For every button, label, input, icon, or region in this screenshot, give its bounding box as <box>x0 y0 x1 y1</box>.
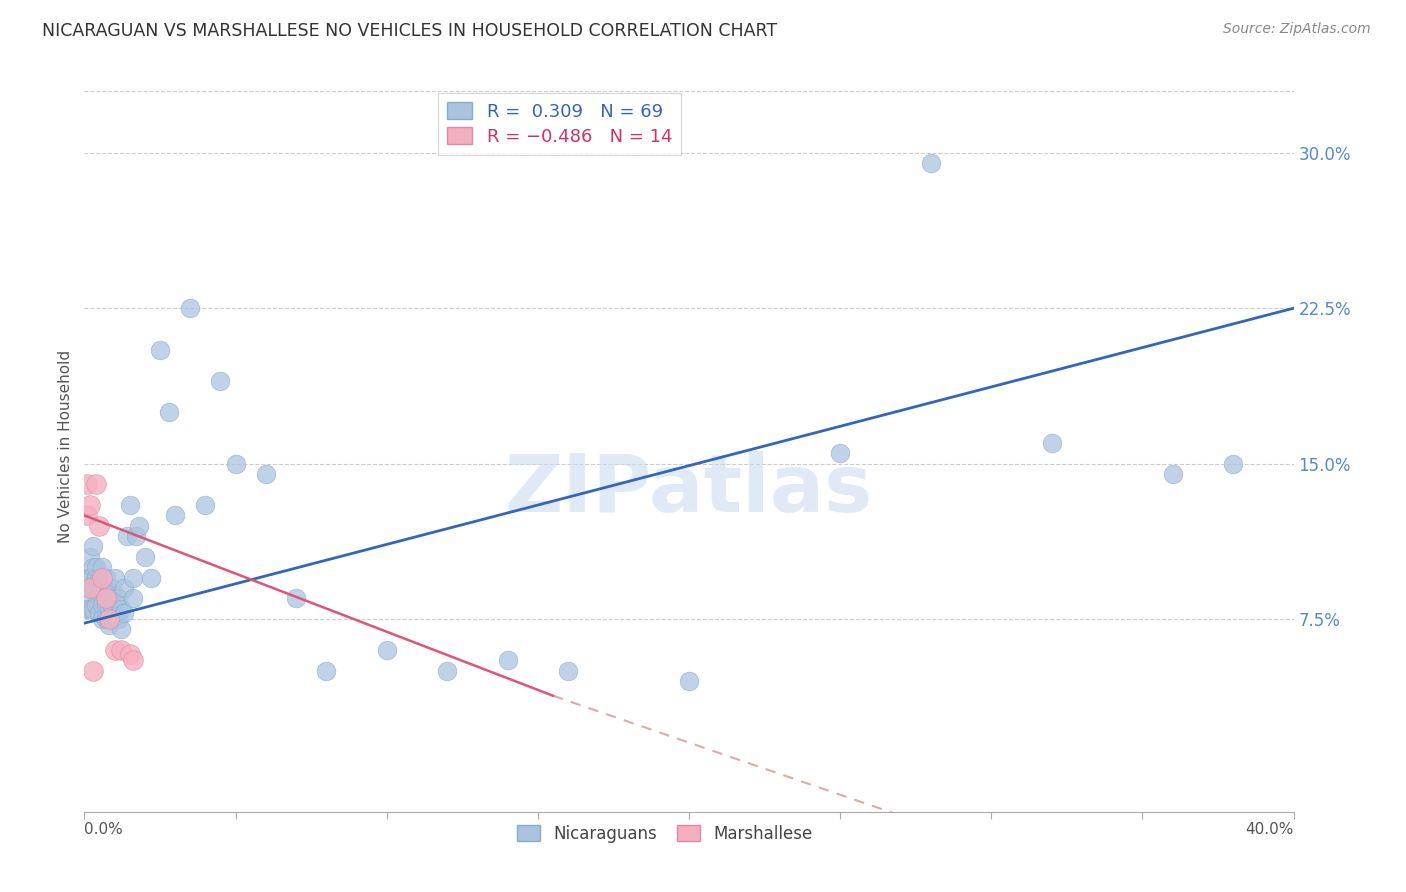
Point <box>134 549 156 564</box>
Point <box>125 529 148 543</box>
Point <box>179 301 201 316</box>
Point <box>89 518 111 533</box>
Point <box>79 571 101 585</box>
Text: NICARAGUAN VS MARSHALLESE NO VEHICLES IN HOUSEHOLD CORRELATION CHART: NICARAGUAN VS MARSHALLESE NO VEHICLES IN… <box>42 22 778 40</box>
Point <box>86 571 108 585</box>
Point <box>104 643 127 657</box>
Point <box>79 498 101 512</box>
Point <box>157 405 180 419</box>
Point <box>82 581 104 595</box>
Point <box>82 601 104 615</box>
Point <box>678 674 700 689</box>
Point <box>118 647 141 661</box>
Point <box>104 571 127 585</box>
Point <box>100 612 122 626</box>
Text: 40.0%: 40.0% <box>1246 822 1294 837</box>
Point <box>94 612 117 626</box>
Point <box>79 549 101 564</box>
Point <box>375 643 398 657</box>
Point <box>94 581 117 595</box>
Point <box>112 581 135 595</box>
Point <box>121 591 143 606</box>
Point <box>112 606 135 620</box>
Point <box>91 612 114 626</box>
Point <box>97 601 120 615</box>
Point <box>110 623 132 637</box>
Point <box>149 343 172 357</box>
Point <box>94 598 117 612</box>
Point <box>76 508 98 523</box>
Point <box>89 571 111 585</box>
Point <box>91 571 114 585</box>
Point <box>128 518 150 533</box>
Point <box>225 457 247 471</box>
Text: ZIPatlas: ZIPatlas <box>505 450 873 529</box>
Point <box>100 581 122 595</box>
Point <box>94 591 117 606</box>
Point <box>82 560 104 574</box>
Point <box>315 664 337 678</box>
Point <box>104 591 127 606</box>
Point <box>76 477 98 491</box>
Point <box>104 610 127 624</box>
Point <box>91 598 114 612</box>
Point <box>79 581 101 595</box>
Point <box>79 581 101 595</box>
Point <box>89 606 111 620</box>
Point <box>110 643 132 657</box>
Point <box>139 571 162 585</box>
Text: Source: ZipAtlas.com: Source: ZipAtlas.com <box>1223 22 1371 37</box>
Point <box>107 591 129 606</box>
Point <box>94 571 117 585</box>
Point <box>86 477 108 491</box>
Point <box>557 664 579 678</box>
Point <box>285 591 308 606</box>
Point <box>76 601 98 615</box>
Point <box>100 598 122 612</box>
Y-axis label: No Vehicles in Household: No Vehicles in Household <box>58 350 73 542</box>
Point <box>194 498 217 512</box>
Point <box>118 498 141 512</box>
Point <box>91 560 114 574</box>
Point <box>165 508 187 523</box>
Point <box>86 585 108 599</box>
Point <box>496 653 519 667</box>
Point <box>436 664 458 678</box>
Point <box>97 618 120 632</box>
Point <box>76 591 98 606</box>
Point <box>82 664 104 678</box>
Point <box>107 612 129 626</box>
Point <box>1161 467 1184 481</box>
Point <box>91 581 114 595</box>
Point <box>97 585 120 599</box>
Point <box>86 560 108 574</box>
Point <box>1040 436 1063 450</box>
Point <box>86 598 108 612</box>
Point <box>110 601 132 615</box>
Point <box>97 612 120 626</box>
Point <box>254 467 277 481</box>
Point <box>82 540 104 554</box>
Point <box>1222 457 1244 471</box>
Point <box>76 571 98 585</box>
Point <box>121 653 143 667</box>
Point <box>121 571 143 585</box>
Point <box>209 374 232 388</box>
Legend: Nicaraguans, Marshallese: Nicaraguans, Marshallese <box>508 816 821 851</box>
Point <box>920 156 942 170</box>
Point <box>115 529 138 543</box>
Point <box>79 601 101 615</box>
Point <box>830 446 852 460</box>
Text: 0.0%: 0.0% <box>84 822 124 837</box>
Point <box>89 585 111 599</box>
